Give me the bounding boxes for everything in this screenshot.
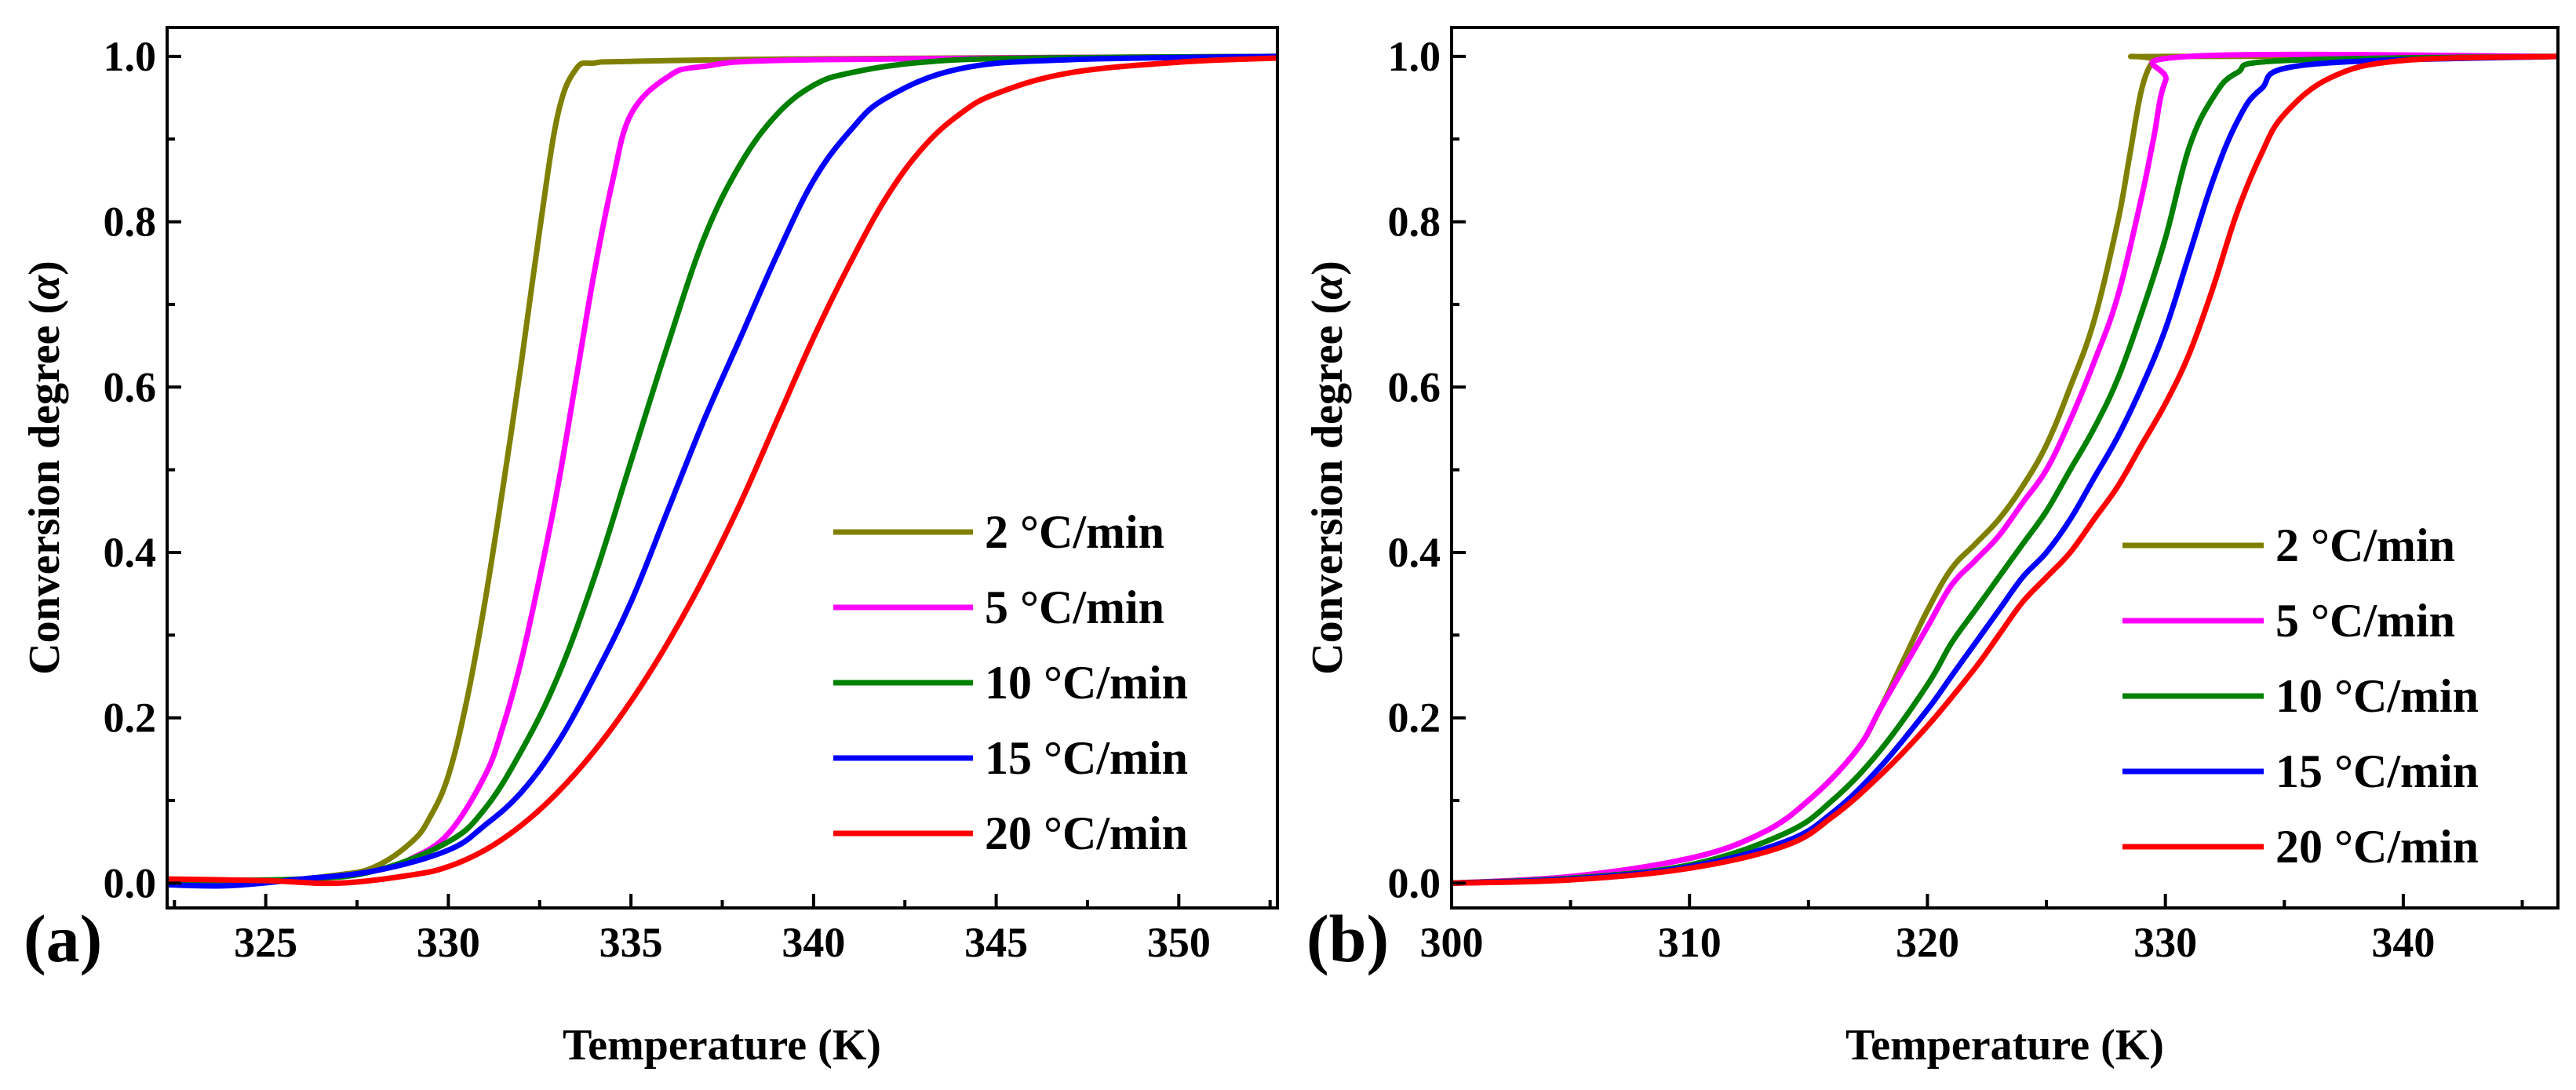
- series-line-a-0: [167, 53, 1277, 886]
- x-tick-label-b: 300: [1420, 919, 1484, 966]
- series-line-b-1: [1452, 51, 2558, 886]
- x-axis-title-a: Temperature (K): [563, 1021, 881, 1070]
- x-axis-title-b: Temperature (K): [1845, 1021, 2164, 1070]
- legend-b: 2 °C/min 5 °C/min 10 °C/min 15 °C/min 20 °C/…: [2122, 519, 2479, 873]
- legend-label-a-1: 5 °C/min: [985, 581, 1164, 633]
- y-tick-label-a: 0.0: [104, 859, 157, 906]
- y-axis-title-alpha-b: α: [1303, 275, 1352, 300]
- panel-label-b: (b): [1306, 901, 1389, 976]
- y-tick-label-b: 0.8: [1388, 199, 1441, 246]
- y-tick-label-b: 0.2: [1388, 694, 1441, 742]
- axes-frame-b: [1450, 26, 2560, 910]
- x-tick-label-a: 325: [234, 919, 297, 966]
- series-layer-a: [167, 53, 1277, 889]
- y-tick-label-b: 0.6: [1388, 363, 1441, 410]
- y-tick-label-a: 1.0: [104, 33, 157, 80]
- ticks-b: 300 310 320 330 340 0.0 0.2 0.4 0.6 0.8 1.0: [1388, 33, 2524, 966]
- legend-a: 2 °C/min 5 °C/min 10 °C/min 15 °C/min 20 °C/…: [833, 506, 1188, 859]
- panel-a: 325 330 335 340 345 350 0.0 0.2 0.4 0.6 0.8 1.0 2 °…: [20, 26, 1279, 1070]
- y-tick-label-a: 0.8: [104, 199, 157, 246]
- x-tick-label-b: 310: [1658, 919, 1722, 966]
- y-tick-label-a: 0.6: [104, 363, 157, 410]
- x-tick-label-a: 330: [417, 919, 480, 966]
- x-tick-label-b: 340: [2371, 919, 2435, 966]
- x-tick-label-b: 330: [2133, 919, 2197, 966]
- series-line-a-4: [167, 55, 1277, 887]
- y-tick-label-b: 0.0: [1388, 859, 1441, 906]
- y-axis-title-alpha-a: α: [20, 275, 69, 300]
- series-layer-b: [1452, 51, 2558, 886]
- x-tick-label-a: 345: [964, 919, 1028, 966]
- series-line-a-3: [167, 53, 1277, 889]
- y-tick-label-b: 1.0: [1388, 33, 1441, 80]
- x-tick-label-a: 350: [1147, 919, 1211, 966]
- legend-label-b-2: 10 °C/min: [2275, 670, 2479, 722]
- legend-label-a-4: 20 °C/min: [985, 807, 1188, 859]
- panel-b: 300 310 320 330 340 0.0 0.2 0.4 0.6 0.8 1.0 2 °C/m…: [1303, 26, 2560, 1070]
- series-line-b-4: [1452, 53, 2558, 886]
- legend-label-b-3: 15 °C/min: [2275, 746, 2479, 797]
- x-tick-label-a: 335: [599, 919, 663, 966]
- series-line-b-3: [1452, 53, 2558, 886]
- y-tick-label-b: 0.4: [1388, 529, 1441, 576]
- y-axis-title-a: Conversion degree (α): [20, 261, 69, 675]
- legend-label-a-0: 2 °C/min: [985, 506, 1164, 558]
- legend-label-a-3: 15 °C/min: [985, 732, 1188, 784]
- ticks-a: 325 330 335 340 345 350 0.0 0.2 0.4 0.6 0.8 1.0: [104, 33, 1272, 966]
- y-axis-title-main-a: Conversion degree (: [20, 300, 69, 675]
- legend-label-b-0: 2 °C/min: [2275, 519, 2455, 571]
- y-tick-label-a: 0.4: [104, 529, 157, 576]
- y-axis-title-b: Conversion degree (α): [1303, 261, 1352, 675]
- panel-label-a: (a): [24, 901, 102, 976]
- y-axis-title-close-b: ): [1303, 261, 1352, 275]
- series-line-b-2: [1452, 53, 2558, 886]
- series-line-a-2: [167, 53, 1277, 884]
- x-tick-label-a: 340: [782, 919, 845, 966]
- legend-label-a-2: 10 °C/min: [985, 657, 1188, 709]
- legend-label-b-1: 5 °C/min: [2275, 595, 2455, 647]
- y-axis-title-main-b: Conversion degree (: [1303, 300, 1352, 675]
- y-tick-label-a: 0.2: [104, 694, 157, 742]
- y-axis-title-close-a: ): [20, 261, 69, 275]
- x-tick-label-b: 320: [1896, 919, 1959, 966]
- legend-label-b-4: 20 °C/min: [2275, 821, 2479, 873]
